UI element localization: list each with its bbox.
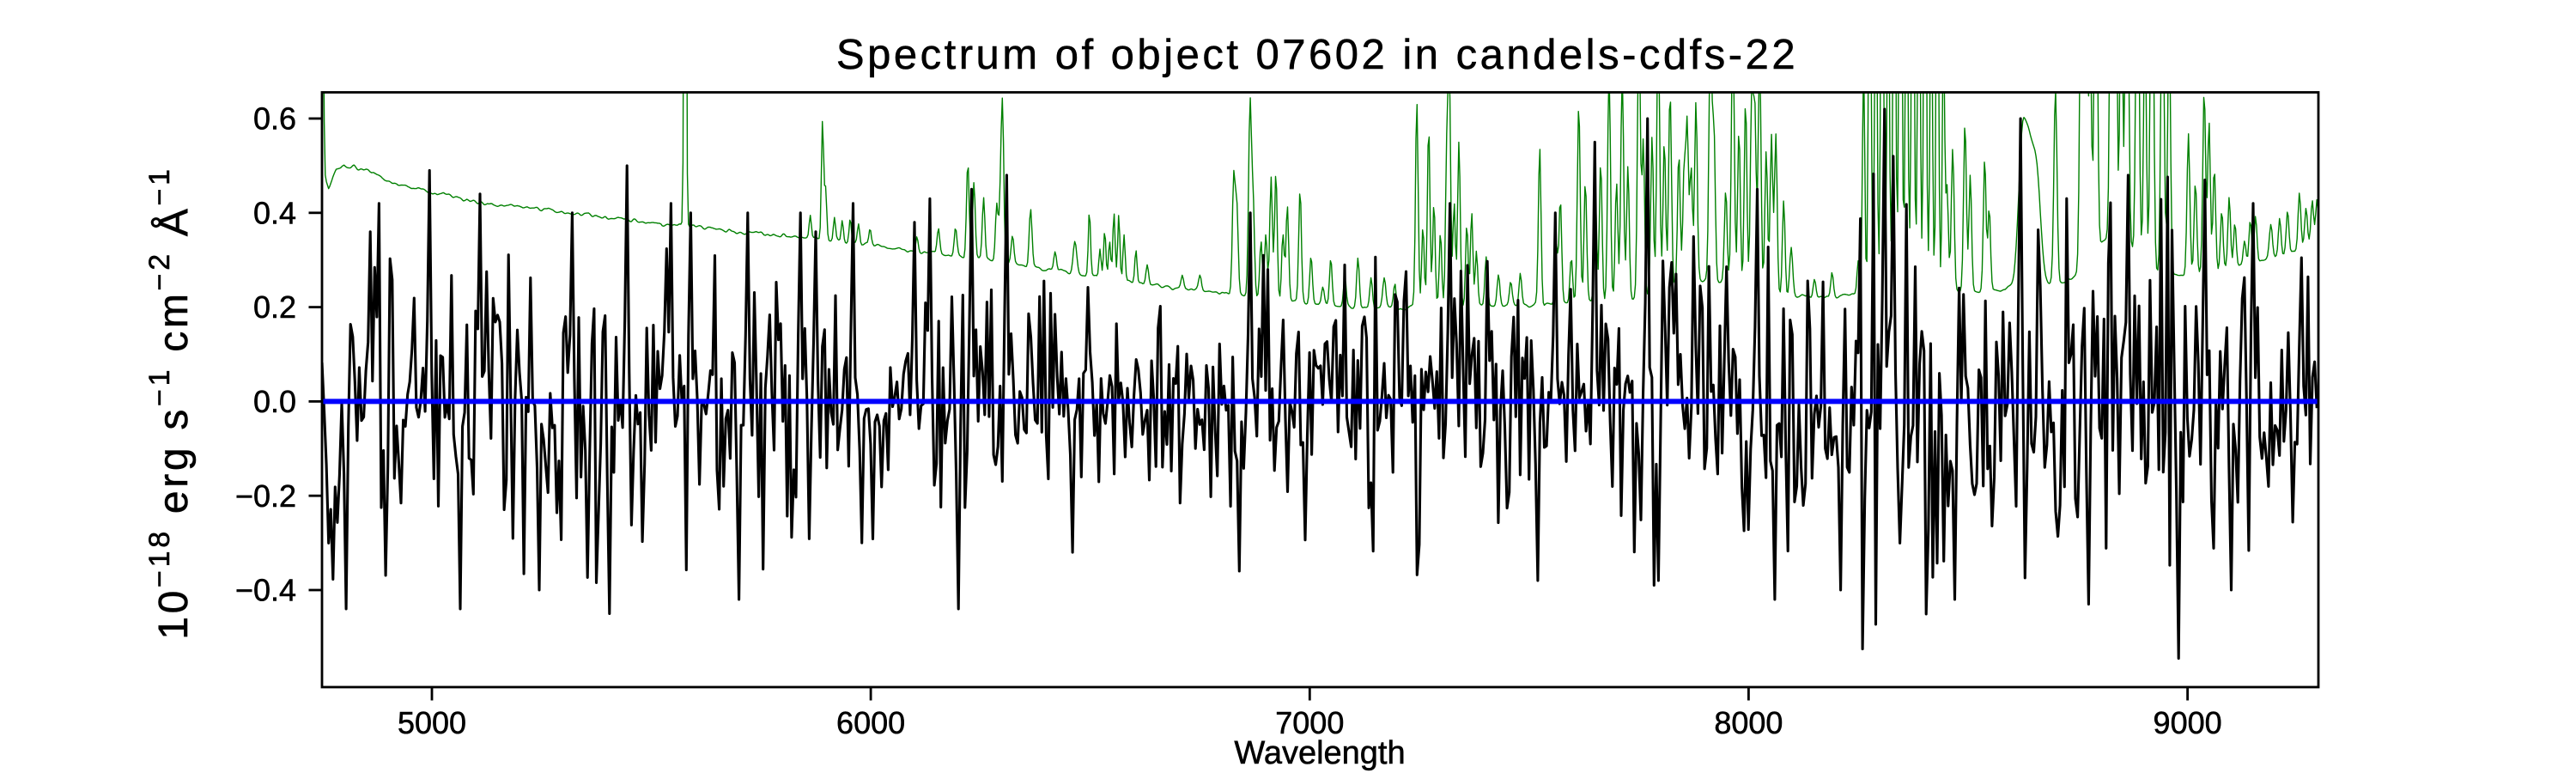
svg-text:7000: 7000 xyxy=(1275,705,1344,740)
svg-text:0.6: 0.6 xyxy=(253,101,296,137)
svg-text:9000: 9000 xyxy=(2154,705,2222,740)
svg-text:Spectrum of object 07602 in ca: Spectrum of object 07602 in candels-cdfs… xyxy=(836,32,1798,78)
svg-text:−0.4: −0.4 xyxy=(235,573,296,608)
svg-text:6000: 6000 xyxy=(836,705,905,740)
svg-text:0.4: 0.4 xyxy=(253,195,296,230)
svg-text:5000: 5000 xyxy=(398,705,466,740)
svg-text:−0.2: −0.2 xyxy=(235,478,296,514)
svg-text:0.2: 0.2 xyxy=(253,289,296,325)
svg-text:8000: 8000 xyxy=(1714,705,1783,740)
svg-text:0.0: 0.0 xyxy=(253,384,296,419)
svg-text:Wavelength: Wavelength xyxy=(1234,735,1405,771)
